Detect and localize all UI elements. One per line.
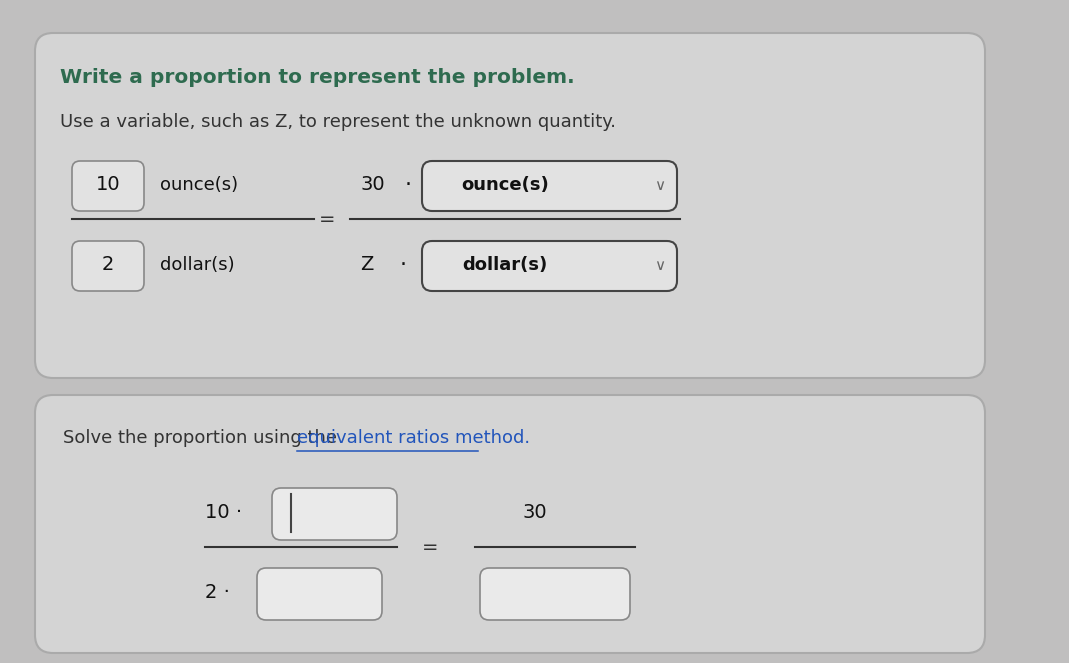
Text: 2 ·: 2 ·	[205, 583, 230, 603]
FancyBboxPatch shape	[257, 568, 382, 620]
FancyBboxPatch shape	[272, 488, 397, 540]
FancyBboxPatch shape	[422, 241, 677, 291]
Text: dollar(s): dollar(s)	[463, 256, 547, 274]
Text: ·: ·	[405, 175, 412, 195]
FancyBboxPatch shape	[35, 395, 985, 653]
Text: Write a proportion to represent the problem.: Write a proportion to represent the prob…	[60, 68, 575, 87]
Text: Z: Z	[360, 255, 373, 274]
Text: Solve the proportion using the: Solve the proportion using the	[63, 429, 343, 447]
Text: equivalent ratios method.: equivalent ratios method.	[297, 429, 530, 447]
FancyBboxPatch shape	[72, 241, 144, 291]
Text: Use a variable, such as Z, to represent the unknown quantity.: Use a variable, such as Z, to represent …	[60, 113, 616, 131]
Text: 10: 10	[96, 176, 121, 194]
FancyBboxPatch shape	[422, 161, 677, 211]
Text: ∨: ∨	[654, 257, 666, 272]
Text: dollar(s): dollar(s)	[160, 256, 234, 274]
Text: ounce(s): ounce(s)	[160, 176, 238, 194]
FancyBboxPatch shape	[35, 33, 985, 378]
Text: =: =	[422, 538, 438, 556]
Text: 30: 30	[523, 503, 547, 522]
Text: ounce(s): ounce(s)	[461, 176, 548, 194]
Text: ·: ·	[400, 255, 407, 275]
Text: 2: 2	[102, 255, 114, 274]
Text: ∨: ∨	[654, 178, 666, 192]
FancyBboxPatch shape	[480, 568, 630, 620]
Text: 30: 30	[360, 176, 385, 194]
Text: 10 ·: 10 ·	[205, 503, 242, 522]
Text: =: =	[319, 210, 336, 229]
FancyBboxPatch shape	[72, 161, 144, 211]
